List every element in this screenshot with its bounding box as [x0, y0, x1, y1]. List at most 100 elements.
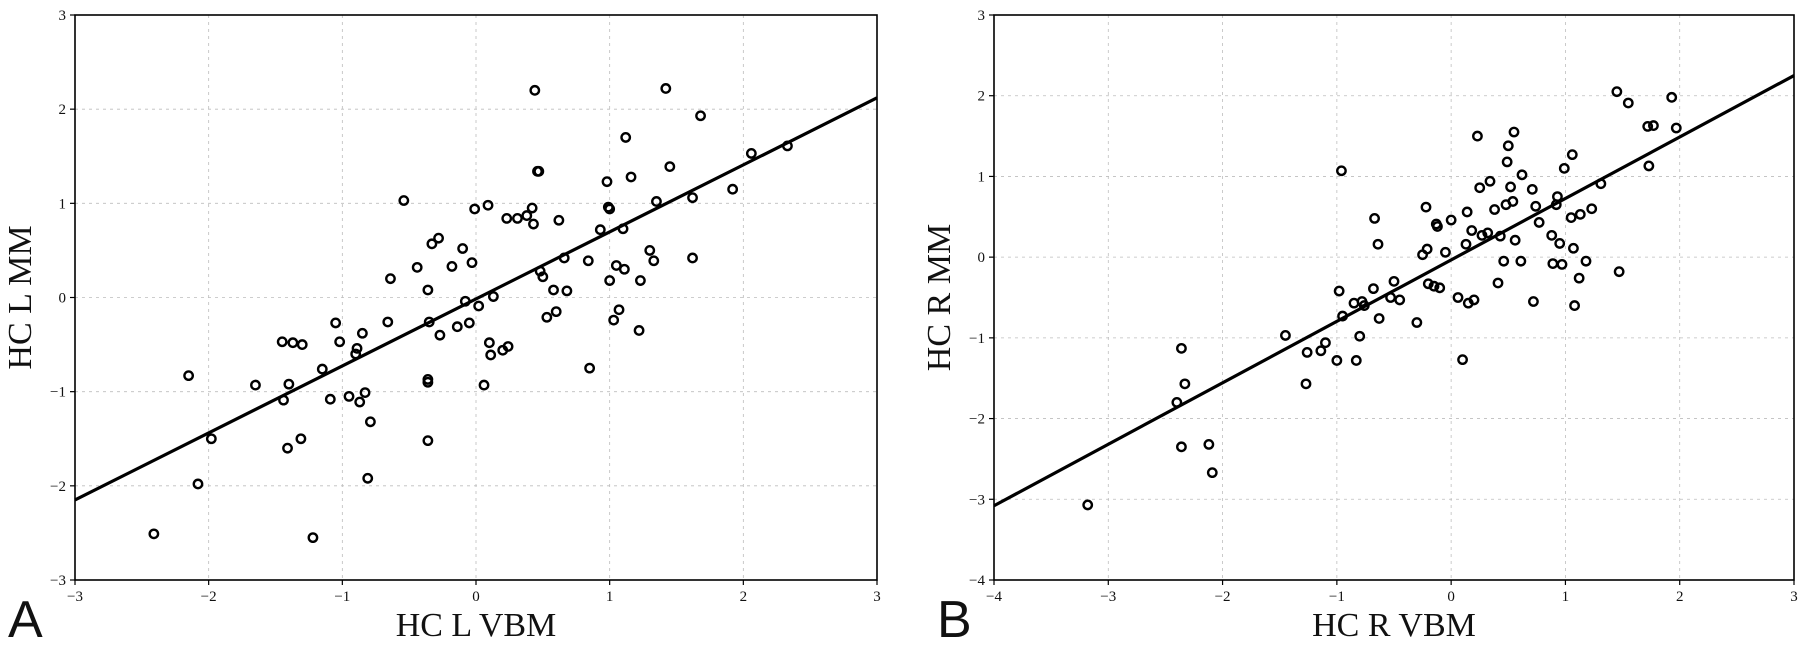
data-point: [1466, 225, 1478, 236]
data-point: [533, 165, 545, 177]
data-point: [1494, 230, 1506, 242]
data-point: [687, 192, 698, 204]
x-tick-label: 1: [606, 589, 614, 605]
data-point: [1530, 200, 1542, 212]
data-point: [1301, 346, 1313, 358]
data-point: [1358, 300, 1370, 311]
data-point: [1354, 330, 1366, 342]
data-point: [1505, 181, 1516, 193]
data-point: [1428, 280, 1440, 292]
data-point: [1203, 438, 1215, 450]
data-point: [548, 284, 559, 296]
data-point: [1552, 191, 1563, 203]
data-point: [1611, 86, 1623, 98]
y-tick-label: 2: [59, 102, 67, 118]
data-point: [648, 255, 660, 267]
data-point: [282, 442, 293, 454]
data-point: [601, 176, 613, 188]
data-point: [1595, 178, 1607, 190]
data-point: [459, 295, 471, 307]
data-point: [620, 132, 632, 143]
data-point: [1528, 296, 1539, 307]
data-point: [1369, 212, 1380, 224]
data-point: [528, 218, 539, 230]
data-point: [1622, 97, 1634, 109]
x-tick-label: −2: [201, 589, 217, 605]
data-point: [635, 275, 646, 286]
data-point: [553, 214, 565, 226]
data-point: [343, 390, 355, 402]
x-tick-label: 3: [1790, 589, 1798, 605]
data-point: [1331, 355, 1343, 366]
data-point: [1492, 277, 1504, 289]
data-point: [501, 212, 513, 224]
x-tick-label: −3: [67, 589, 83, 605]
data-point: [205, 433, 217, 445]
x-tick-label: −3: [1100, 589, 1116, 605]
data-point: [644, 245, 656, 256]
data-point: [550, 306, 562, 318]
data-point: [446, 261, 458, 272]
y-tick-label: −1: [50, 385, 66, 401]
data-point: [1388, 275, 1400, 287]
data-point: [469, 203, 481, 215]
data-point: [1457, 354, 1468, 366]
data-point: [1507, 196, 1519, 207]
panel-label: B: [937, 591, 972, 647]
data-point: [1573, 272, 1585, 284]
data-point: [324, 393, 336, 405]
data-point: [687, 252, 698, 264]
data-point: [727, 183, 739, 195]
data-point: [463, 317, 475, 329]
data-point: [1472, 130, 1483, 142]
data-point: [334, 336, 346, 348]
data-point: [1509, 234, 1521, 246]
data-point: [426, 238, 438, 250]
data-point: [1474, 182, 1486, 194]
data-point: [1568, 242, 1579, 254]
data-point: [613, 304, 625, 316]
data-point: [434, 329, 446, 341]
x-tick-label: 1: [1562, 589, 1570, 605]
y-tick-label: 0: [978, 250, 986, 266]
data-point: [1489, 204, 1500, 215]
data-point: [1580, 255, 1592, 267]
y-tick-label: −2: [969, 412, 985, 428]
data-point: [1565, 212, 1577, 223]
data-point: [1082, 499, 1094, 511]
data-point: [584, 362, 596, 374]
data-point: [1515, 255, 1527, 267]
data-point: [1574, 208, 1586, 220]
data-point: [473, 300, 485, 312]
data-point: [283, 378, 295, 390]
data-point: [433, 232, 444, 244]
panel-label: A: [8, 591, 43, 647]
data-point: [1586, 203, 1598, 215]
x-tick-label: 2: [740, 589, 748, 605]
data-point: [1179, 378, 1191, 390]
x-tick-label: −4: [986, 589, 1002, 605]
data-point: [351, 342, 363, 354]
data-point: [1554, 238, 1566, 249]
data-point: [307, 532, 319, 544]
y-tick-label: 3: [59, 8, 67, 24]
data-point: [1421, 243, 1433, 255]
data-point: [276, 336, 288, 348]
data-point: [359, 387, 371, 399]
regression-line: [993, 74, 1795, 508]
data-point: [526, 202, 538, 214]
data-point: [354, 396, 366, 408]
data-point: [1171, 397, 1183, 408]
data-point: [1176, 441, 1187, 453]
data-point: [482, 199, 494, 211]
data-point: [1368, 283, 1379, 295]
data-point: [745, 148, 757, 159]
data-point: [330, 317, 342, 329]
data-point: [1333, 285, 1345, 297]
data-point: [608, 314, 620, 326]
data-point: [782, 140, 793, 152]
data-point: [521, 210, 533, 221]
plot-frame: [993, 14, 1795, 581]
data-point: [625, 171, 637, 183]
data-point: [1394, 294, 1406, 306]
